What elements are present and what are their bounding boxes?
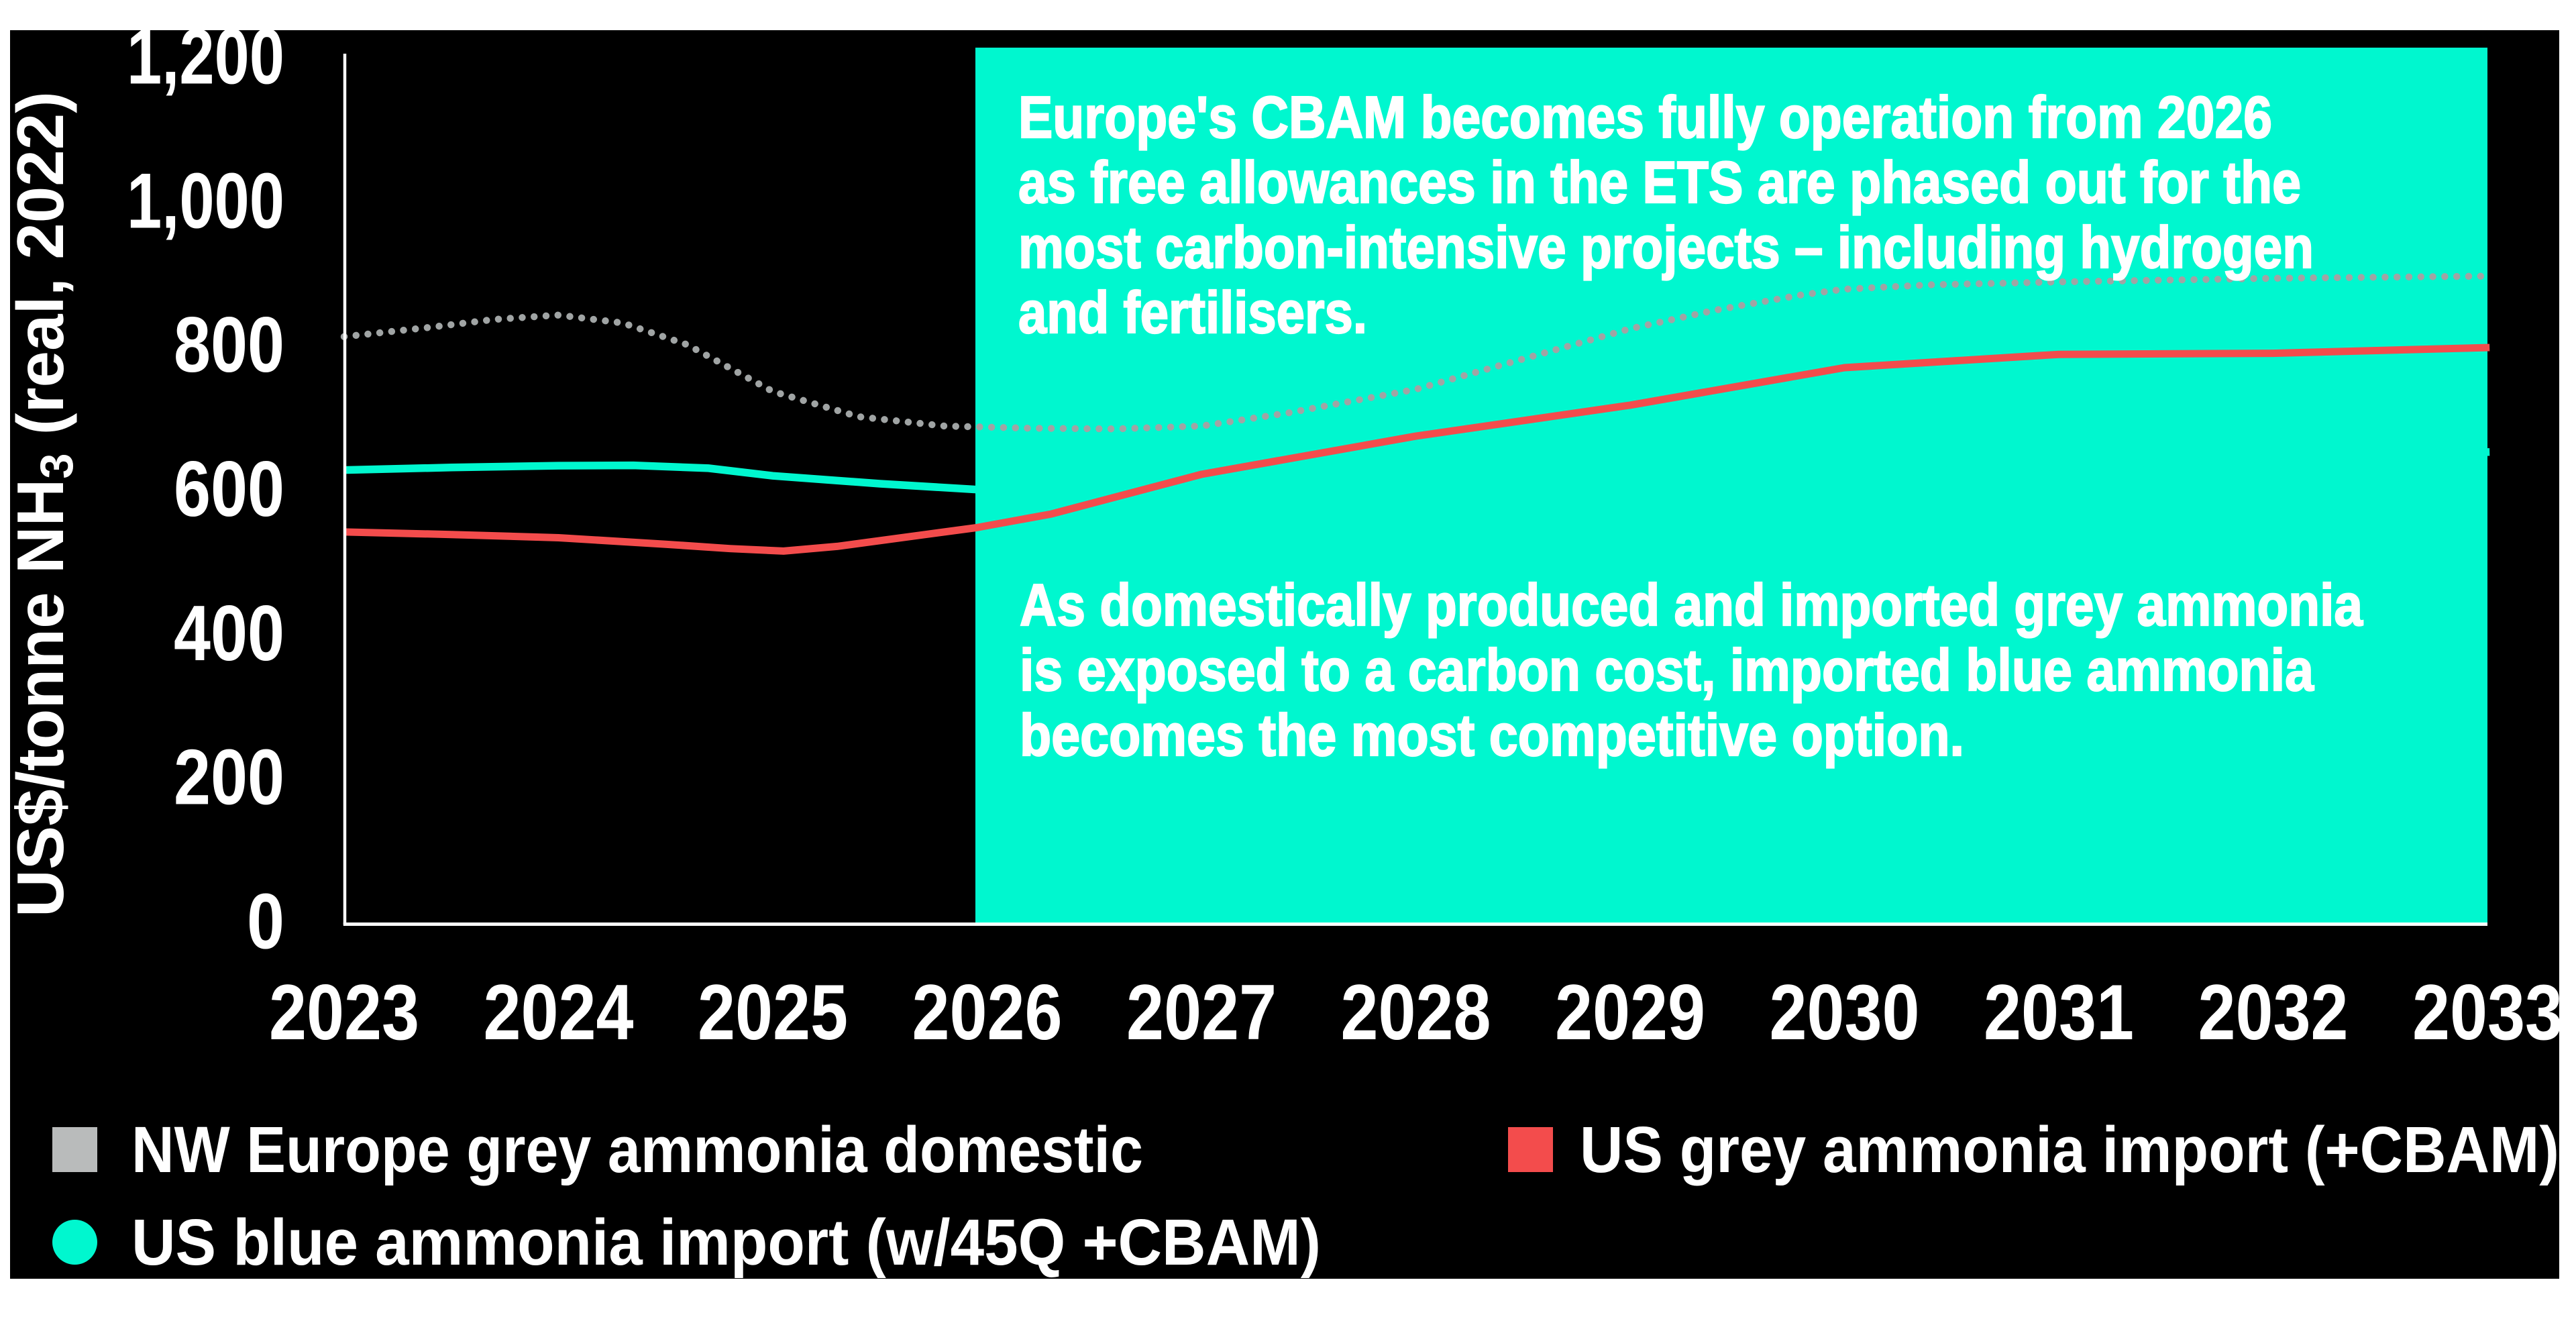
svg-text:As domestically produced and i: As domestically produced and imported gr…: [1020, 572, 2363, 638]
svg-text:is exposed to a carbon cost, i: is exposed to a carbon cost, imported bl…: [1020, 637, 2314, 703]
svg-text:2028: 2028: [1341, 968, 1491, 1056]
svg-text:US$/tonne NH: US$/tonne NH: [3, 479, 77, 917]
svg-text:2032: 2032: [2198, 968, 2349, 1056]
svg-text:800: 800: [174, 301, 284, 388]
svg-text:and fertilisers.: and fertilisers.: [1018, 279, 1367, 346]
svg-text:(real, 2022): (real, 2022): [3, 91, 77, 453]
svg-text:600: 600: [174, 445, 284, 533]
svg-text:2031: 2031: [1984, 968, 2134, 1056]
svg-text:NW Europe grey ammonia domesti: NW Europe grey ammonia domestic: [131, 1113, 1143, 1186]
svg-text:US grey ammonia import (+CBAM): US grey ammonia import (+CBAM): [1580, 1113, 2559, 1186]
svg-text:1,000: 1,000: [127, 156, 284, 244]
svg-text:3: 3: [31, 453, 83, 478]
svg-text:2029: 2029: [1555, 968, 1705, 1056]
svg-text:2026: 2026: [912, 968, 1063, 1056]
svg-text:0: 0: [247, 878, 284, 965]
svg-text:1,200: 1,200: [127, 13, 284, 101]
svg-text:US blue ammonia import (w/45Q: US blue ammonia import (w/45Q +CBAM): [131, 1206, 1321, 1279]
svg-text:most carbon-intensive projects: most carbon-intensive projects – includi…: [1018, 214, 2314, 280]
svg-text:2027: 2027: [1126, 968, 1277, 1056]
svg-text:Europe's CBAM becomes fully op: Europe's CBAM becomes fully operation fr…: [1018, 84, 2272, 150]
svg-text:2023: 2023: [269, 968, 419, 1056]
svg-text:as free allowances in the ETS: as free allowances in the ETS are phased…: [1018, 149, 2301, 215]
svg-text:2030: 2030: [1770, 968, 1920, 1056]
svg-text:400: 400: [174, 589, 284, 677]
svg-text:becomes the most competitive o: becomes the most competitive option.: [1020, 702, 1964, 768]
svg-text:2024: 2024: [484, 968, 634, 1056]
svg-text:200: 200: [174, 733, 284, 821]
svg-text:2033: 2033: [2412, 968, 2563, 1056]
svg-text:2025: 2025: [698, 968, 848, 1056]
